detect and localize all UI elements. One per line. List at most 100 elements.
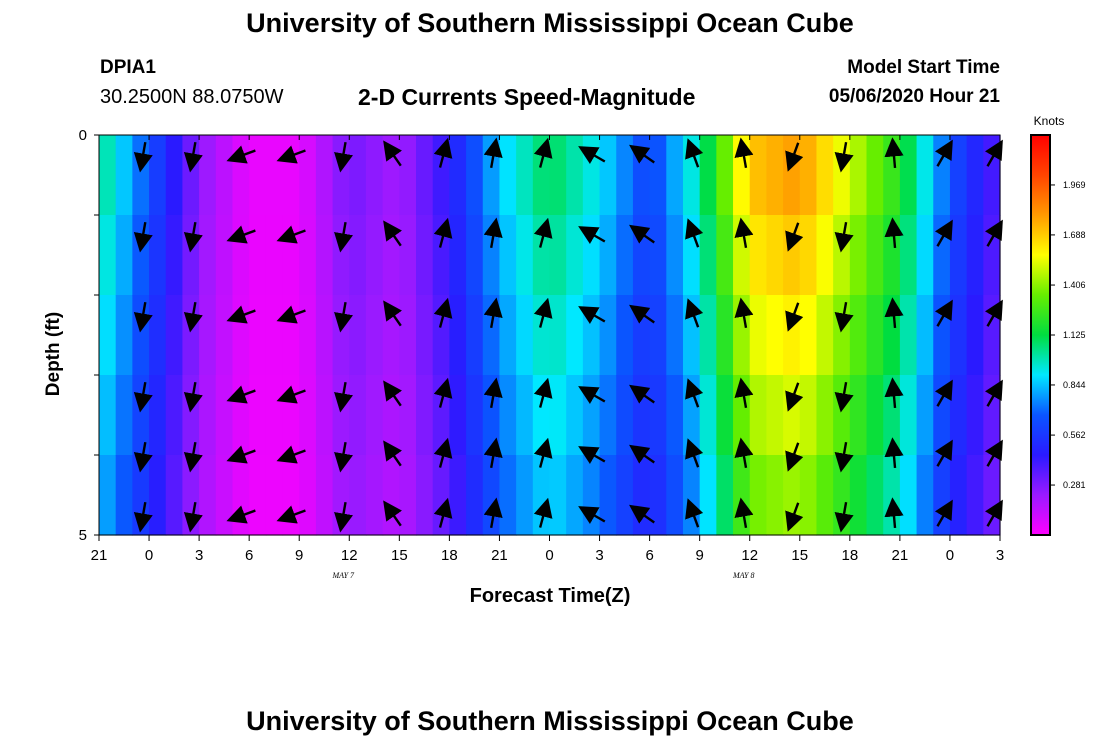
heatmap-cell	[866, 455, 884, 536]
heatmap-cell	[766, 215, 784, 296]
heatmap-cell	[382, 295, 400, 376]
current-vector-arrow	[884, 137, 904, 169]
heatmap-cell	[249, 295, 267, 376]
heatmap-cell	[382, 455, 400, 536]
heatmap-cell	[699, 375, 717, 456]
heatmap-cell	[165, 375, 184, 456]
heatmap-cell	[766, 135, 784, 216]
current-vector-arrow	[629, 224, 655, 244]
heatmap-cell	[749, 295, 768, 376]
heatmap-cell	[399, 455, 417, 536]
x-tick-label: 0	[145, 547, 153, 564]
x-tick-label: 3	[595, 547, 603, 564]
current-vector-arrow	[334, 381, 353, 413]
heatmap-cell	[482, 135, 501, 216]
current-vector-arrow	[685, 378, 704, 408]
colorbar-tick-label: 0.562	[1063, 430, 1086, 440]
current-vector-arrow	[629, 144, 655, 164]
heatmap-cell	[165, 455, 184, 536]
heatmap-cell	[199, 295, 217, 376]
date-label: MAY 7	[331, 571, 355, 580]
heatmap-cell	[315, 375, 334, 456]
heatmap-cell	[649, 295, 667, 376]
heatmap-cell	[232, 135, 250, 216]
current-vector-arrow	[785, 442, 804, 472]
heatmap-cell	[799, 215, 818, 296]
heatmap-cell	[315, 295, 334, 376]
heatmap-cell	[749, 455, 768, 536]
heatmap-cell	[833, 135, 851, 216]
current-vector-arrow	[533, 437, 553, 468]
heatmap-cell	[866, 135, 884, 216]
heatmap-cell	[949, 455, 968, 536]
heatmap-cell	[716, 455, 734, 536]
heatmap-cell	[332, 215, 350, 296]
heatmap-cell	[282, 295, 300, 376]
heatmap-cell	[466, 455, 484, 536]
current-vector-arrow	[433, 437, 453, 468]
x-tick-label: 6	[645, 547, 653, 564]
heatmap-cell	[532, 135, 551, 216]
heatmap-cell	[949, 135, 968, 216]
current-vector-arrow	[734, 137, 754, 169]
heatmap-cell	[632, 455, 651, 536]
heatmap-cell	[382, 215, 400, 296]
heatmap-cell	[265, 215, 284, 296]
current-vector-arrow	[984, 299, 1003, 327]
heatmap-cell	[566, 295, 584, 376]
heatmap-cell	[966, 375, 984, 456]
heatmap-cell	[516, 295, 534, 376]
heatmap-cell	[816, 375, 834, 456]
heatmap-cell	[616, 455, 634, 536]
heatmap-cell	[449, 215, 467, 296]
heatmap-cell	[799, 375, 818, 456]
heatmap-cell	[833, 215, 851, 296]
heatmap-cell	[482, 215, 501, 296]
heatmap-cell	[816, 135, 834, 216]
heatmap-cell	[632, 375, 651, 456]
current-vector-arrow	[578, 386, 606, 405]
heatmap-cell	[649, 215, 667, 296]
heatmap-cell	[432, 295, 450, 376]
heatmap-cell	[599, 295, 617, 376]
heatmap-cell	[632, 295, 651, 376]
x-tick-label: 15	[791, 547, 808, 564]
heatmap-cell	[866, 375, 884, 456]
current-vector-arrow	[483, 297, 503, 329]
current-vector-arrow	[629, 304, 655, 324]
current-vector-arrow	[276, 305, 306, 324]
heatmap-cell	[883, 295, 901, 376]
heatmap-cell	[516, 455, 534, 536]
heatmap-cell	[315, 135, 334, 216]
heatmap-cell	[149, 455, 167, 536]
heatmap-cell	[666, 135, 684, 216]
heatmap-cell	[382, 375, 400, 456]
heatmap-cell	[132, 375, 150, 456]
current-vector-arrow	[984, 379, 1003, 407]
heatmap-cell	[499, 375, 517, 456]
heatmap-cell	[966, 135, 984, 216]
heatmap-cell	[449, 295, 467, 376]
heatmap-cell	[382, 135, 400, 216]
current-vector-arrow	[834, 381, 854, 413]
heatmap-cell	[299, 135, 317, 216]
current-vector-arrow	[276, 385, 306, 404]
current-vector-arrow	[383, 140, 403, 167]
current-vector-arrow	[884, 217, 904, 249]
current-vector-arrow	[334, 501, 353, 533]
current-vector-arrow	[785, 222, 804, 252]
heatmap-cell	[616, 215, 634, 296]
heatmap-cell	[599, 215, 617, 296]
colorbar-tick-label: 1.406	[1063, 280, 1086, 290]
heatmap-cell	[249, 455, 267, 536]
current-vector-arrow	[334, 441, 353, 473]
heatmap-cell	[466, 295, 484, 376]
heatmap-cell	[332, 135, 350, 216]
heatmap-cell	[966, 215, 984, 296]
heatmap-cell	[983, 455, 1001, 536]
heatmap-cell	[516, 135, 534, 216]
y-tick-label: 5	[79, 527, 87, 544]
heatmap-cell	[115, 455, 133, 536]
x-tick-label: 3	[195, 547, 203, 564]
